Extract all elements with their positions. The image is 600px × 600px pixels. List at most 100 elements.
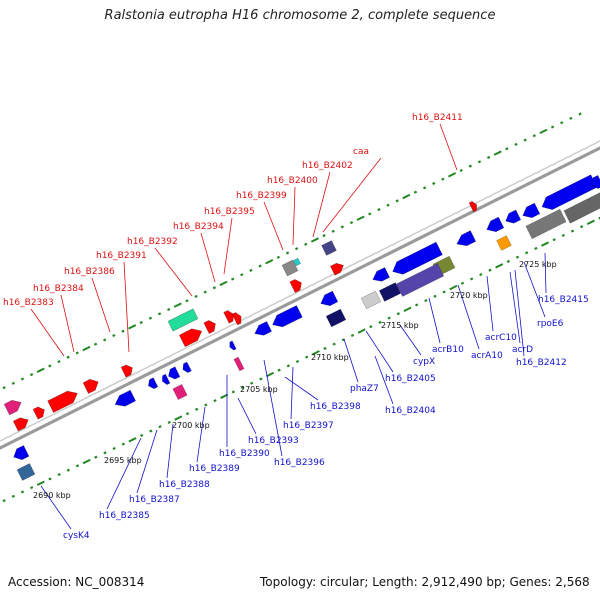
lower-scale-tick (140, 433, 144, 437)
reverse-gene-label: h16_B2398 (310, 402, 361, 412)
reverse-label-leader (509, 271, 521, 344)
reverse-gene-arrow (229, 340, 237, 351)
lower-scale-tick (495, 263, 504, 269)
reverse-gene-label: h16_B2405 (385, 374, 436, 384)
forward-gene-arrow (82, 378, 99, 394)
upper-scale-tick (240, 273, 244, 277)
upper-scale-tick (82, 345, 91, 352)
reverse-gene-label: rpoE6 (537, 319, 564, 329)
forward-gene-label: h16_B2394 (173, 222, 224, 232)
lower-scale-tick (265, 371, 275, 378)
forward-gene-arrow (231, 312, 242, 326)
upper-scale-tick (395, 199, 399, 203)
upper-scale-tick (368, 212, 372, 216)
lower-scale-tick (534, 246, 538, 251)
reverse-gene-arrow (168, 366, 181, 380)
lower-scale-tick (82, 458, 91, 465)
lower-scale-tick (415, 303, 419, 307)
reverse-gene-box (233, 356, 245, 372)
upper-scale-tick (448, 172, 457, 178)
upper-scale-tick (48, 364, 52, 368)
lower-scale-tick (213, 399, 217, 403)
upper-scale-tick (157, 312, 162, 316)
lower-scale-tick (121, 442, 125, 446)
reverse-gene-label: h16_B2388 (159, 480, 210, 490)
upper-scale-tick (486, 155, 491, 160)
upper-scale-tick (340, 225, 344, 229)
lower-scale-tick (75, 464, 80, 468)
reverse-gene-arrow (182, 361, 192, 373)
upper-scale-tick (103, 338, 107, 342)
reverse-gene-label: h16_B2390 (219, 449, 270, 459)
reverse-gene-arrow (392, 241, 443, 275)
lower-scale-tick (112, 446, 116, 451)
upper-scale-tick (377, 207, 381, 212)
scale-label: 2705 kbp (240, 385, 278, 394)
upper-scale-tick (322, 234, 326, 238)
lower-scale-tick (220, 393, 229, 399)
reverse-gene-box (16, 463, 36, 481)
scale-label: 2715 kbp (381, 321, 419, 330)
reverse-gene-label: h16_B2415 (538, 295, 589, 305)
reverse-label-leader (40, 485, 72, 530)
forward-gene-arrow (468, 201, 478, 213)
upper-scale-tick (356, 215, 365, 221)
backbone-outer-line (0, 146, 600, 450)
lower-scale-tick (378, 320, 382, 324)
lower-scale-tick (240, 386, 245, 390)
reverse-gene-label: acrA10 (471, 351, 503, 361)
upper-scale-tick (441, 177, 445, 181)
lower-scale-tick (36, 480, 45, 486)
upper-scale-tick (285, 251, 290, 255)
upper-scale-tick (539, 128, 548, 135)
lower-scale-tick (103, 451, 107, 455)
lower-scale-tick (586, 219, 595, 226)
upper-scale-tick (310, 237, 319, 243)
reverse-label-leader (514, 269, 525, 357)
upper-scale-tick (194, 294, 198, 299)
lower-scale-tick (424, 299, 428, 303)
upper-scale-tick (560, 121, 564, 125)
reverse-gene-box (325, 308, 347, 328)
lower-scale-tick (20, 490, 25, 494)
forward-gene-label: h16_B2402 (302, 161, 353, 171)
reverse-gene-arrow (486, 216, 505, 233)
forward-gene-label: h16_B2383 (3, 298, 54, 308)
scale-label: 2725 kbp (519, 260, 557, 269)
reverse-label-leader (284, 376, 319, 401)
reverse-gene-label: h16_B2389 (189, 464, 240, 474)
upper-scale-tick (231, 277, 235, 281)
lower-scale-tick (470, 277, 474, 281)
reverse-label-leader (399, 324, 422, 356)
page-title: Ralstonia eutropha H16 chromosome 2, com… (104, 8, 496, 23)
forward-label-leader (200, 232, 216, 283)
upper-scale-tick (93, 342, 98, 346)
lower-scale-tick (433, 294, 437, 298)
upper-scale-tick (2, 386, 6, 390)
upper-scale-tick (167, 307, 171, 312)
upper-scale-tick (304, 242, 308, 246)
forward-label-leader (60, 294, 75, 353)
reverse-gene-arrow (591, 174, 600, 189)
forward-gene-arrow (47, 390, 78, 413)
lower-scale-tick (295, 359, 300, 364)
upper-scale-tick (75, 351, 79, 355)
lower-scale-tick (250, 381, 254, 385)
lower-scale-tick (552, 238, 556, 242)
upper-scale-tick (578, 112, 582, 116)
reverse-gene-arrow (148, 377, 159, 390)
reverse-label-leader (486, 275, 494, 332)
lower-scale-tick (185, 412, 190, 416)
lower-scale-tick (259, 377, 263, 381)
upper-scale-tick (422, 186, 427, 190)
reverse-label-leader (365, 330, 394, 373)
upper-scale-tick (493, 150, 502, 156)
reverse-gene-box (525, 208, 567, 240)
reverse-label-leader (544, 252, 547, 294)
lower-scale-tick (332, 342, 336, 346)
lower-scale-tick (57, 472, 61, 477)
reverse-gene-label: acrC10 (485, 333, 517, 343)
lower-scale-tick (350, 333, 355, 337)
upper-scale-tick (203, 290, 207, 294)
lower-scale-tick (506, 259, 510, 264)
